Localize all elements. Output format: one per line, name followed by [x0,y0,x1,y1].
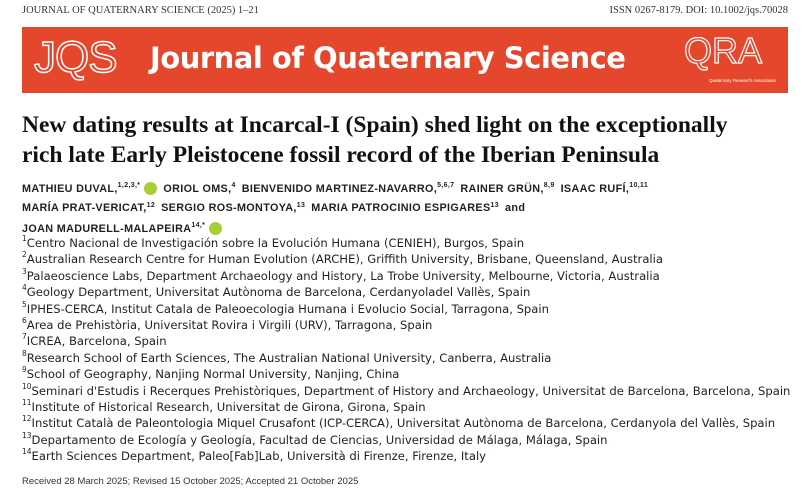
author-name: ISAAC RUFÍ, [560,182,630,195]
orcid-icon [144,182,158,195]
author-affiliation-marks: 13 [490,201,500,209]
affiliation-text: Area de Prehistòria, Universitat Rovira … [26,317,433,332]
author-affiliation-marks: 4 [231,182,236,189]
affiliation-text: IPHES-CERCA, Institut Catala de Paleoeco… [26,301,549,316]
affiliation: 13Departamento de Ecología y Geología, F… [22,430,608,447]
qra-logo: QRA [683,29,762,71]
author: ORIOL OMS, 4 [163,182,236,195]
article-title-line: New dating results at Incarcal-I (Spain)… [22,112,728,138]
issn-doi: ISSN 0267-8179. DOI: 10.1002/jqs.70028 [609,5,788,16]
affiliation-number: 6 [22,316,27,325]
affiliation-number: 1 [22,234,27,243]
journal-banner: JQS Journal of Quaternary Science QRA Qu… [22,27,788,93]
author-affiliation-marks: 14,* [191,222,206,229]
author-affiliation-marks: 10,11 [629,182,649,189]
affiliation-number: 14 [22,447,32,457]
affiliation-text: Institute of Historical Research, Univer… [31,399,426,414]
author-affiliation-marks: 13 [296,201,306,209]
affiliation: 7ICREA, Barcelona, Spain [22,332,167,349]
affiliation-text: Palaeoscience Labs, Department Archaeolo… [26,268,660,283]
jqs-logo: JQS [33,32,118,83]
author-name: SERGIO ROS-MONTOYA, [161,202,297,214]
affiliation: 1Centro Nacional de Investigación sobre … [22,234,525,250]
author: ISAAC RUFÍ, 10,11 [560,182,649,195]
author-line: MATHIEU DUVAL, 1,2,3,* ORIOL OMS, 4 BIENVENI… [22,182,654,195]
affiliation-number: 12 [22,414,32,424]
author-name: RAINER GRÜN, [460,182,544,195]
affiliation-text: ICREA, Barcelona, Spain [26,334,167,349]
affiliation-text: Australian Research Centre for Human Evo… [26,252,663,267]
author-name: MATHIEU DUVAL, [22,182,118,195]
affiliation-number: 9 [22,365,27,375]
affiliation-number: 3 [22,266,27,276]
affiliation-number: 13 [22,430,32,440]
journal-line: JOURNAL OF QUATERNARY SCIENCE (2025) 1–2… [22,5,259,16]
affiliation-text: Centro Nacional de Investigación sobre l… [26,235,525,250]
affiliation-number: 7 [22,332,27,342]
affiliation: 3Palaeoscience Labs, Department Archaeol… [22,266,660,283]
affiliation: 10Seminari d'Estudis i Recerques Prehist… [22,381,791,398]
affiliation: 4Geology Department, Universitat Autònom… [22,283,531,300]
affiliation: 8Research School of Earth Sciences, The … [22,348,552,365]
author-affiliation-marks: 8,9 [543,182,555,189]
author: BIENVENIDO MARTINEZ-NAVARRO, 5,6,7 [241,182,455,195]
author-name: MARÍA PRAT-VERICAT, [22,202,147,214]
qra-subtitle: Quaternary Research Association [708,78,776,83]
affiliation-text: Earth Sciences Department, Paleo[Fab]Lab… [31,449,487,464]
author-name: ORIOL OMS, [163,182,232,195]
affiliation-number: 4 [22,283,27,293]
affiliation: 5IPHES-CERCA, Institut Catala de Paleoec… [22,299,549,316]
author-affiliation-marks: 5,6,7 [437,182,455,189]
affiliation-number: 10 [22,381,32,391]
affiliation: 9School of Geography, Nanjing Normal Uni… [22,365,400,382]
author-line: JOAN MADURELL-MALAPEIRA 14,* [22,222,228,235]
author: MATHIEU DUVAL, 1,2,3,* [22,182,158,195]
article-title-line: rich late Early Pleistocene fossil recor… [22,142,660,168]
author: SERGIO ROS-MONTOYA, 13 [161,201,306,215]
affiliation-number: 2 [22,250,27,260]
author-affiliation-marks: 12 [146,201,156,209]
author: JOAN MADURELL-MALAPEIRA 14,* [22,222,223,235]
affiliation: 11Institute of Historical Research, Univ… [22,398,426,414]
affiliation-number: 5 [22,299,27,309]
affiliation-text: Research School of Earth Sciences, The A… [26,350,552,365]
affiliation-number: 11 [22,398,32,407]
author: MARÍA PRAT-VERICAT, 12 [22,201,156,215]
author-name: BIENVENIDO MARTINEZ-NAVARRO, [241,182,438,195]
affiliation: 2Australian Research Centre for Human Ev… [22,250,663,267]
orcid-icon [209,222,223,235]
journal-title: Journal of Quaternary Science [150,41,626,75]
affiliation: 14Earth Sciences Department, Paleo[Fab]L… [22,447,487,464]
affiliation-text: Institut Català de Paleontologia Miquel … [31,416,776,431]
affiliation: 6Area de Prehistòria, Universitat Rovira… [22,316,433,332]
received-line: Received 28 March 2025; Revised 15 Octob… [22,476,359,487]
affiliation-text: Seminari d'Estudis i Recerques Prehistòr… [31,383,791,398]
author-name: and [505,202,526,214]
affiliation: 12Institut Català de Paleontologia Mique… [22,414,776,431]
affiliation-text: School of Geography, Nanjing Normal Univ… [26,367,400,382]
author-name: MARIA PATROCINIO ESPIGARES [311,202,491,214]
affiliation-text: Geology Department, Universitat Autònoma… [26,285,531,300]
author: RAINER GRÜN, 8,9 [460,182,555,195]
author-name: JOAN MADURELL-MALAPEIRA [22,222,192,235]
author-line: MARÍA PRAT-VERICAT, 12 SERGIO ROS-MONTOYA,… [22,201,531,215]
affiliation-number: 8 [22,348,27,358]
author: MARIA PATROCINIO ESPIGARES 13 [311,201,500,215]
author-affiliation-marks: 1,2,3,* [117,182,141,189]
author: and [505,202,525,214]
affiliation-text: Departamento de Ecología y Geología, Fac… [31,432,608,447]
